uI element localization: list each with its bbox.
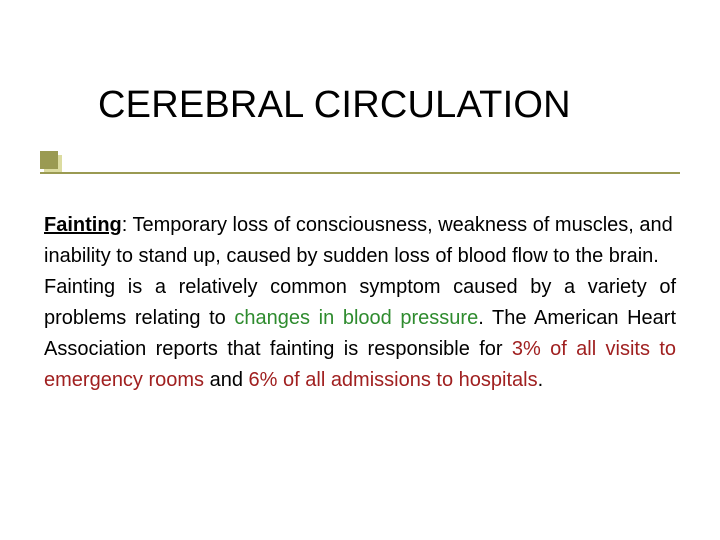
p2-green: changes in blood pressure — [234, 307, 478, 329]
slide-title: CEREBRAL CIRCULATION — [98, 84, 571, 127]
title-bullet — [40, 151, 58, 169]
bullet-main — [40, 151, 58, 169]
term-fainting: Fainting — [44, 214, 122, 236]
paragraph-2: Fainting is a relatively common symptom … — [44, 272, 676, 396]
paragraph-1: Fainting: Temporary loss of consciousnes… — [44, 210, 676, 272]
body-text: Fainting: Temporary loss of consciousnes… — [44, 210, 676, 396]
p2-d: . — [538, 369, 544, 391]
definition-text: : Temporary loss of consciousness, weakn… — [44, 214, 673, 267]
title-underline — [40, 172, 680, 174]
p2-red2: 6% of all admissions to hospitals — [249, 369, 538, 391]
p2-c: and — [204, 369, 248, 391]
